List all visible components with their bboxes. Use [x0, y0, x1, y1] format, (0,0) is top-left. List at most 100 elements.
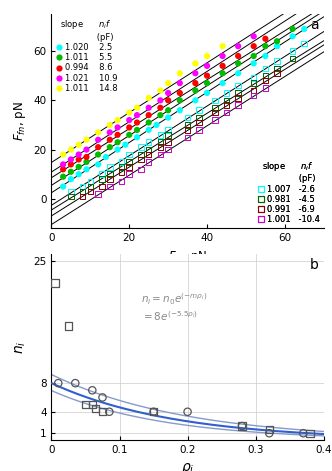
Point: [185, 121, 190, 129]
Point: [224, 97, 229, 104]
Point: [158, 104, 163, 112]
Point: [177, 89, 183, 97]
Point: [126, 116, 132, 124]
Point: [263, 65, 268, 72]
Point: [212, 116, 217, 124]
Point: [90, 387, 95, 394]
Point: [115, 131, 120, 138]
Point: [68, 193, 74, 200]
Point: [239, 422, 245, 430]
Point: [151, 408, 156, 415]
Point: [158, 111, 163, 119]
Point: [126, 151, 132, 158]
Point: [165, 106, 171, 114]
Point: [212, 97, 217, 104]
Point: [251, 87, 256, 94]
Point: [84, 158, 89, 166]
Point: [146, 158, 151, 166]
Point: [60, 165, 66, 173]
Point: [107, 121, 113, 129]
Point: [68, 161, 74, 168]
Point: [107, 163, 113, 171]
Point: [177, 79, 183, 87]
Point: [107, 143, 113, 151]
Point: [107, 408, 112, 415]
Point: [88, 183, 93, 190]
Point: [274, 38, 280, 45]
Point: [193, 79, 198, 87]
Point: [158, 138, 163, 146]
Point: [76, 163, 81, 171]
Point: [115, 138, 120, 146]
Point: [68, 156, 74, 163]
Point: [146, 138, 151, 146]
Point: [274, 70, 280, 77]
Point: [290, 32, 295, 40]
Point: [177, 97, 183, 104]
Point: [165, 146, 171, 154]
Point: [96, 129, 101, 136]
Point: [193, 87, 198, 94]
Point: [84, 153, 89, 161]
Point: [165, 138, 171, 146]
Point: [251, 79, 256, 87]
Point: [126, 131, 132, 138]
Point: [134, 111, 140, 119]
Point: [66, 322, 71, 330]
Point: [99, 175, 105, 183]
Point: [235, 94, 241, 102]
Point: [197, 106, 202, 114]
Point: [138, 156, 143, 163]
Point: [90, 401, 95, 408]
Point: [100, 408, 105, 415]
Point: [235, 60, 241, 67]
Point: [134, 104, 140, 112]
Point: [84, 165, 89, 173]
Point: [68, 146, 74, 154]
Point: [151, 408, 156, 415]
Point: [263, 42, 268, 50]
Point: [146, 151, 151, 158]
Point: [99, 183, 105, 190]
Point: [185, 133, 190, 141]
Point: [126, 109, 132, 116]
Point: [165, 131, 171, 138]
Point: [100, 394, 105, 401]
Point: [274, 57, 280, 65]
Point: [158, 151, 163, 158]
Point: [290, 55, 295, 62]
Point: [107, 183, 113, 190]
X-axis label: $\rho_i$: $\rho_i$: [181, 461, 194, 471]
Point: [96, 143, 101, 151]
Point: [96, 151, 101, 158]
Point: [96, 136, 101, 144]
Point: [146, 119, 151, 126]
Point: [76, 171, 81, 178]
Point: [68, 168, 74, 176]
Point: [239, 422, 245, 430]
Point: [301, 430, 306, 437]
Point: [263, 84, 268, 92]
Point: [251, 60, 256, 67]
Text: $n_i=n_0e^{(-m\rho_i)}$
$=8e^{(-5.5\rho_i)}$: $n_i=n_0e^{(-m\rho_i)}$ $=8e^{(-5.5\rho_…: [141, 292, 208, 323]
Point: [290, 25, 295, 32]
Point: [235, 82, 241, 89]
Point: [84, 136, 89, 144]
Point: [119, 163, 124, 171]
Point: [76, 141, 81, 148]
Y-axis label: $n_i$: $n_i$: [13, 341, 28, 354]
Point: [205, 89, 210, 97]
Point: [60, 161, 66, 168]
Point: [251, 92, 256, 99]
Point: [96, 161, 101, 168]
Point: [119, 158, 124, 166]
Point: [220, 62, 225, 70]
Text: a: a: [310, 18, 318, 32]
Point: [80, 193, 85, 200]
Point: [205, 79, 210, 87]
Point: [301, 40, 307, 48]
Point: [126, 124, 132, 131]
Point: [123, 141, 128, 148]
Point: [251, 52, 256, 60]
Point: [193, 97, 198, 104]
